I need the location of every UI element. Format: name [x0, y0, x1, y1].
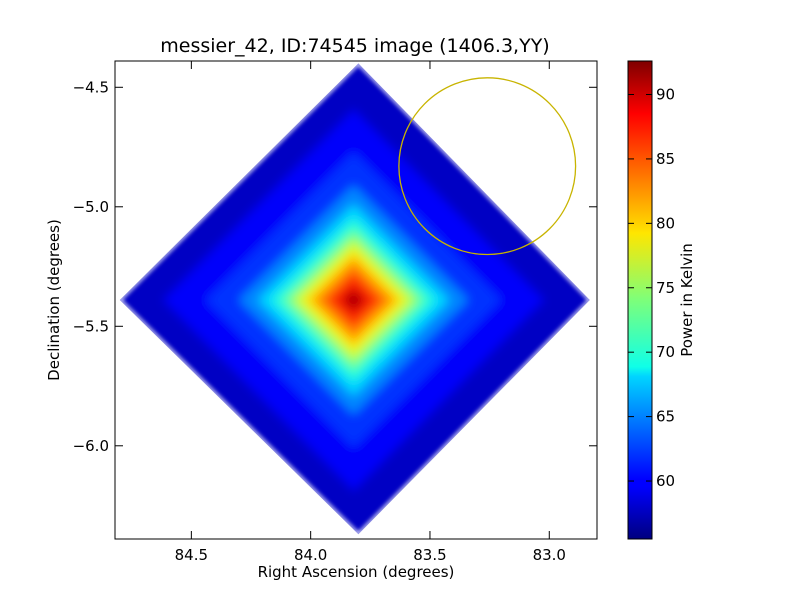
colorbar-tick-label: 85: [656, 150, 675, 168]
overlay-circle: [398, 77, 577, 256]
colorbar-tick-label: 75: [656, 279, 675, 297]
overlay-layer: [117, 61, 592, 537]
x-tick-label: 84.5: [175, 546, 208, 564]
colorbar: 60 65 70 75 80 85 90 Power in Kelvin: [627, 60, 696, 540]
heatmap-image: [119, 63, 590, 535]
colorbar-label: Power in Kelvin: [678, 243, 696, 357]
footprint-edge: [117, 61, 592, 537]
y-tick-label: −4.5: [73, 78, 109, 96]
y-axis: −4.5 −5.0 −5.5 −6.0: [73, 78, 597, 455]
colorbar-gradient: [627, 60, 653, 540]
colorbar-tick-label: 65: [656, 408, 675, 426]
x-axis-label: Right Ascension (degrees): [258, 563, 455, 581]
colorbar-tick-label: 90: [656, 85, 675, 103]
y-tick-label: −5.0: [73, 198, 109, 216]
x-tick-label: 83.0: [533, 546, 566, 564]
chart-title: messier_42, ID:74545 image (1406.3,YY): [160, 35, 549, 57]
y-tick-label: −5.5: [73, 317, 109, 335]
x-axis: 84.5 84.0 83.5 83.0: [175, 61, 566, 564]
colorbar-tick-label: 80: [656, 214, 675, 232]
y-axis-label: Declination (degrees): [45, 219, 63, 381]
plot-frame: [114, 60, 598, 540]
y-tick-label: −6.0: [73, 437, 109, 455]
plot-area: [117, 61, 592, 537]
x-tick-label: 83.5: [413, 546, 446, 564]
colorbar-tick-label: 60: [656, 472, 675, 490]
colorbar-ticks: 60 65 70 75 80 85 90: [628, 85, 675, 490]
colorbar-tick-label: 70: [656, 343, 675, 361]
heat-contour-level: [346, 292, 361, 308]
x-tick-label: 84.0: [294, 546, 327, 564]
